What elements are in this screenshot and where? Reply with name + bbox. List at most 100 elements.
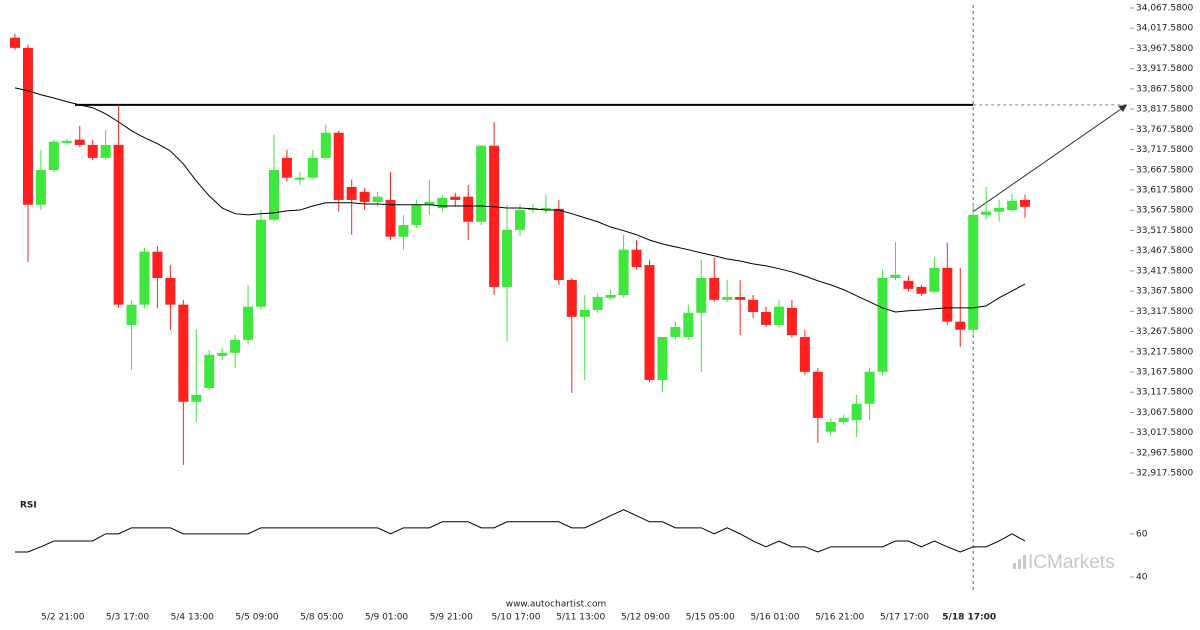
x-tick-label: 5/17 17:00	[880, 613, 929, 623]
rsi-line	[15, 509, 1026, 553]
candle-body	[217, 352, 228, 357]
y-tick-label: 33,367.5800	[1136, 287, 1194, 297]
arrow-head	[1118, 104, 1127, 112]
candle-body	[994, 208, 1005, 212]
candle-body	[61, 140, 72, 143]
candle-body	[1020, 199, 1030, 207]
candle-body	[320, 132, 331, 158]
y-tick-label: 33,167.5800	[1136, 367, 1194, 377]
y-tick-label: 32,967.5800	[1136, 448, 1194, 458]
x-tick-label: 5/8 05:00	[300, 613, 344, 623]
candle-body	[191, 394, 202, 402]
candle-body	[670, 326, 681, 338]
x-tick-label: 5/2 21:00	[41, 613, 85, 623]
candle-body	[903, 280, 914, 289]
candle-body	[113, 144, 124, 305]
candle-body	[864, 371, 875, 404]
x-tick-label: 5/10 17:00	[491, 613, 540, 623]
candle-body	[230, 339, 241, 353]
candle-body	[825, 421, 836, 432]
y-tick-label: 33,017.5800	[1136, 428, 1194, 438]
candle-body	[657, 337, 668, 380]
x-tick-label: 5/5 09:00	[235, 613, 279, 623]
candle-body	[22, 47, 33, 205]
candle-body	[139, 251, 150, 305]
x-tick-label: 5/9 01:00	[365, 613, 409, 623]
candle-body	[592, 297, 603, 310]
candle-body	[424, 201, 435, 205]
candle-body	[644, 265, 655, 380]
rsi-tick-label: 40	[1136, 573, 1148, 583]
candle-body	[502, 229, 513, 287]
candle-body	[359, 191, 370, 202]
candle-body	[243, 306, 254, 340]
candle-body	[463, 196, 474, 222]
candle-body	[281, 157, 292, 178]
candle-body	[126, 304, 137, 325]
candle-body	[851, 403, 862, 420]
candle-body	[372, 196, 383, 202]
y-tick-label: 33,917.5800	[1136, 64, 1194, 74]
candle-body	[100, 144, 111, 158]
y-tick-label: 34,017.5800	[1136, 24, 1194, 34]
candle-body	[929, 267, 940, 292]
y-tick-label: 33,867.5800	[1136, 84, 1194, 94]
y-tick-label: 34,067.5800	[1136, 4, 1194, 14]
candle-body	[87, 144, 98, 158]
x-tick-label: 5/9 21:00	[430, 613, 474, 623]
watermark: ICMarkets	[1028, 552, 1115, 573]
candle-body	[256, 219, 267, 307]
candle-body	[35, 170, 46, 205]
candle-body	[152, 251, 163, 278]
candle-body	[812, 371, 823, 418]
candle-body	[773, 306, 784, 325]
candle-body	[294, 177, 305, 180]
candle-body	[450, 196, 461, 200]
candle-body	[916, 286, 927, 294]
candle-body	[307, 157, 318, 178]
x-tick-label: 5/18 17:00	[942, 613, 996, 623]
y-tick-label: 33,467.5800	[1136, 246, 1194, 256]
y-tick-label: 33,517.5800	[1136, 226, 1194, 236]
y-tick-label: 33,317.5800	[1136, 307, 1194, 317]
candle-body	[683, 312, 694, 338]
candle-body	[204, 354, 215, 389]
candle-body	[605, 294, 616, 298]
candle-body	[411, 204, 422, 226]
x-tick-label: 5/15 05:00	[686, 613, 735, 623]
candle-body	[346, 186, 357, 200]
y-tick-label: 33,417.5800	[1136, 266, 1194, 276]
y-tick-label: 33,767.5800	[1136, 125, 1194, 135]
y-tick-label: 33,717.5800	[1136, 145, 1194, 155]
candle-body	[540, 208, 551, 211]
y-tick-label: 33,267.5800	[1136, 327, 1194, 337]
y-tick-label: 33,567.5800	[1136, 206, 1194, 216]
y-tick-label: 32,917.5800	[1136, 469, 1194, 479]
candle-body	[955, 321, 966, 330]
candle-body	[786, 307, 797, 336]
candle-body	[709, 277, 720, 300]
candle-body	[268, 170, 279, 220]
y-tick-label: 33,817.5800	[1136, 105, 1194, 115]
x-tick-label: 5/11 13:00	[556, 613, 605, 623]
candle-body	[476, 145, 487, 222]
candle-body	[398, 225, 409, 237]
candle-body	[333, 132, 344, 200]
candle-body	[515, 210, 525, 230]
y-tick-label: 33,617.5800	[1136, 185, 1194, 195]
candle-body	[890, 274, 901, 278]
candle-body	[579, 309, 590, 317]
candle-body	[748, 299, 759, 312]
candle-body	[696, 277, 707, 313]
candle-body	[631, 249, 642, 268]
candle-body	[735, 297, 746, 300]
candle-body	[10, 37, 20, 48]
candle-body	[877, 277, 888, 372]
rsi-title: RSI	[20, 501, 37, 511]
candle-body	[1007, 200, 1018, 211]
rsi-tick-label: 60	[1136, 529, 1148, 539]
source: www.autochartist.com	[506, 600, 607, 610]
candle-body	[722, 297, 733, 300]
candle-body	[385, 199, 396, 237]
